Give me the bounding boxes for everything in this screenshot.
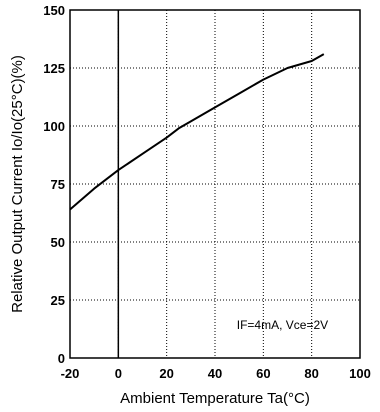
y-axis-label: Relative Output Current Io/Io(25°C)(%) <box>9 55 26 313</box>
x-axis-label: Ambient Temperature Ta(°C) <box>120 390 310 407</box>
x-tick-label: 60 <box>256 366 270 381</box>
y-tick-label: 100 <box>43 119 65 134</box>
y-tick-label: 50 <box>51 235 65 250</box>
y-tick-label: 0 <box>58 351 65 366</box>
y-tick-label: 75 <box>51 177 65 192</box>
x-tick-label: 80 <box>304 366 318 381</box>
y-tick-label: 150 <box>43 3 65 18</box>
x-tick-label: -20 <box>61 366 80 381</box>
x-tick-label: 100 <box>349 366 371 381</box>
condition-annotation: IF=4mA, Vce=2V <box>237 318 328 332</box>
y-tick-label: 25 <box>51 293 65 308</box>
x-tick-label: 20 <box>159 366 173 381</box>
x-tick-label: 40 <box>208 366 222 381</box>
grid <box>70 10 360 358</box>
plot-frame <box>69 9 361 359</box>
y-tick-label: 125 <box>43 61 65 76</box>
series-line <box>69 53 325 211</box>
x-tick-label: 0 <box>115 366 122 381</box>
series-layer <box>69 53 325 211</box>
